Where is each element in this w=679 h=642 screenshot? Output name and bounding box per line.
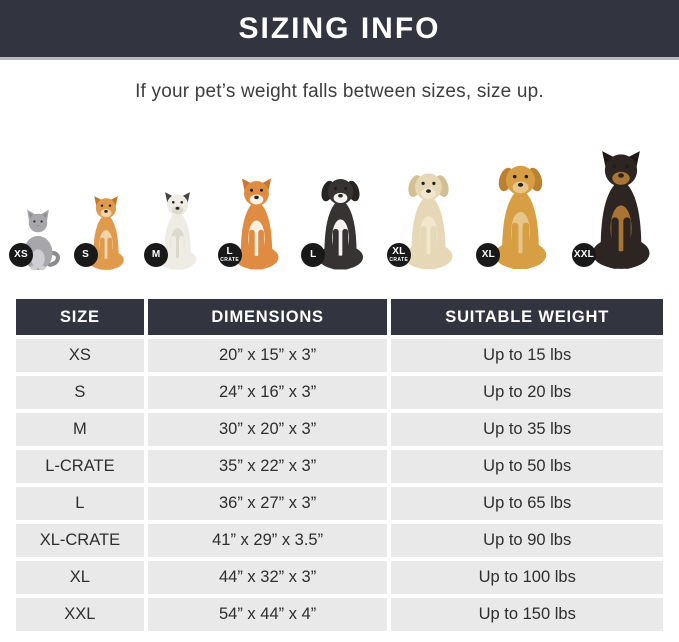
dimensions-cell: 44” x 32” x 3” [147,561,388,594]
size-badge-label: XS [14,249,28,260]
table-header-row: SIZE DIMENSIONS SUITABLE WEIGHT [16,299,663,335]
size-cell: S [16,376,144,409]
size-badge-label: XXL [573,249,594,260]
size-badge-m: M [144,243,169,267]
size-cell: L [16,487,144,520]
size-badge-s: S [73,243,98,267]
size-cell: XL-CRATE [16,524,144,557]
size-cell: XL [16,561,144,594]
size-badge-xs: XS [9,243,33,267]
animal-cell-l-crate: L CRATE [217,177,292,271]
page-title: SIZING INFO [0,0,679,60]
animal-cell-xl: XL [476,161,562,271]
column-header-size: SIZE [16,299,144,335]
weight-cell: Up to 100 lbs [391,561,663,594]
dimensions-cell: 35” x 22” x 3” [147,450,388,483]
dimensions-cell: 36” x 27” x 3” [147,487,388,520]
size-badge-l-crate: L CRATE [217,243,242,267]
size-badge-l: L [301,243,326,267]
table-row-xs: XS 20” x 15” x 3” Up to 15 lbs [16,339,663,372]
size-badge-xxl: XXL [571,243,596,267]
weight-cell: Up to 35 lbs [391,413,663,446]
table-row-l-crate: L-CRATE 35” x 22” x 3” Up to 50 lbs [16,450,663,483]
size-cell: XS [16,339,144,372]
dimensions-cell: 20” x 15” x 3” [147,339,388,372]
animal-size-row: XS S M L CRATE [0,117,679,271]
animal-cell-xl-crate: XL CRATE [386,169,467,271]
table-row-l: L 36” x 27” x 3” Up to 65 lbs [16,487,663,520]
animal-cell-xs: XS [9,207,64,271]
size-cell: XXL [16,598,144,631]
animal-cell-m: M [144,191,208,271]
size-badge-xl: XL [476,243,501,267]
size-badge-label: L [226,245,233,257]
size-cell: L-CRATE [16,450,144,483]
sizing-note: If your pet’s weight falls between sizes… [135,81,544,102]
size-badge-label: L [310,249,317,260]
weight-cell: Up to 150 lbs [391,598,663,631]
size-badge-label: S [82,249,89,260]
table-row-xl-crate: XL-CRATE 41” x 29” x 3.5” Up to 90 lbs [16,524,663,557]
weight-cell: Up to 20 lbs [391,376,663,409]
dimensions-cell: 30” x 20” x 3” [147,413,388,446]
size-cell: M [16,413,144,446]
table-row-s: S 24” x 16” x 3” Up to 20 lbs [16,376,663,409]
size-badge-sublabel: CRATE [389,256,409,263]
dimensions-cell: 24” x 16” x 3” [147,376,388,409]
weight-cell: Up to 65 lbs [391,487,663,520]
table-row-xl: XL 44” x 32” x 3” Up to 100 lbs [16,561,663,594]
column-header-suitable-weight: SUITABLE WEIGHT [391,299,663,335]
table-row-xxl: XXL 54” x 44” x 4” Up to 150 lbs [16,598,663,631]
dimensions-cell: 54” x 44” x 4” [147,598,388,631]
weight-cell: Up to 50 lbs [391,450,663,483]
weight-cell: Up to 15 lbs [391,339,663,372]
table-row-m: M 30” x 20” x 3” Up to 35 lbs [16,413,663,446]
size-badge-xl-crate: XL CRATE [386,243,411,267]
animal-cell-xxl: XXL [571,149,667,271]
size-badge-label: XL [392,245,406,257]
dimensions-cell: 41” x 29” x 3.5” [147,524,388,557]
size-badge-label: M [151,249,161,260]
animal-cell-s: S [73,195,135,271]
column-header-dimensions: DIMENSIONS [147,299,388,335]
sizing-table: SIZE DIMENSIONS SUITABLE WEIGHT XS 20” x… [12,295,667,635]
animal-cell-l: L [301,175,377,271]
size-badge-label: XL [481,249,495,260]
size-badge-sublabel: CRATE [220,256,240,263]
weight-cell: Up to 90 lbs [391,524,663,557]
